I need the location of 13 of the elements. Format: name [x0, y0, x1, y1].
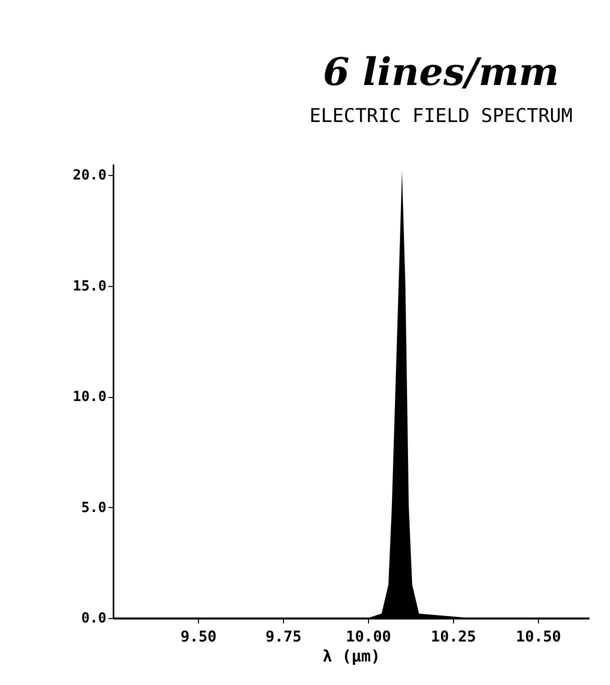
x-tick-label: 9.75	[265, 628, 302, 646]
x-tick-label: 10.25	[430, 628, 476, 646]
y-tick-label: 15.0	[72, 278, 106, 294]
chart-title: 6 lines/mm	[322, 49, 560, 94]
x-tick-label: 9.50	[180, 628, 217, 646]
y-tick-label: 10.0	[72, 389, 106, 406]
y-tick-label: 0.0	[81, 610, 106, 626]
y-tick-label: 20.0	[72, 168, 106, 184]
y-tick-label: 5.0	[81, 500, 106, 516]
x-tick-label: 10.00	[346, 628, 392, 646]
x-tick-label: 10.50	[516, 628, 562, 646]
chart-subtitle: ELECTRIC FIELD SPECTRUM	[309, 105, 573, 127]
x-axis-title: λ (μm)	[322, 646, 380, 666]
